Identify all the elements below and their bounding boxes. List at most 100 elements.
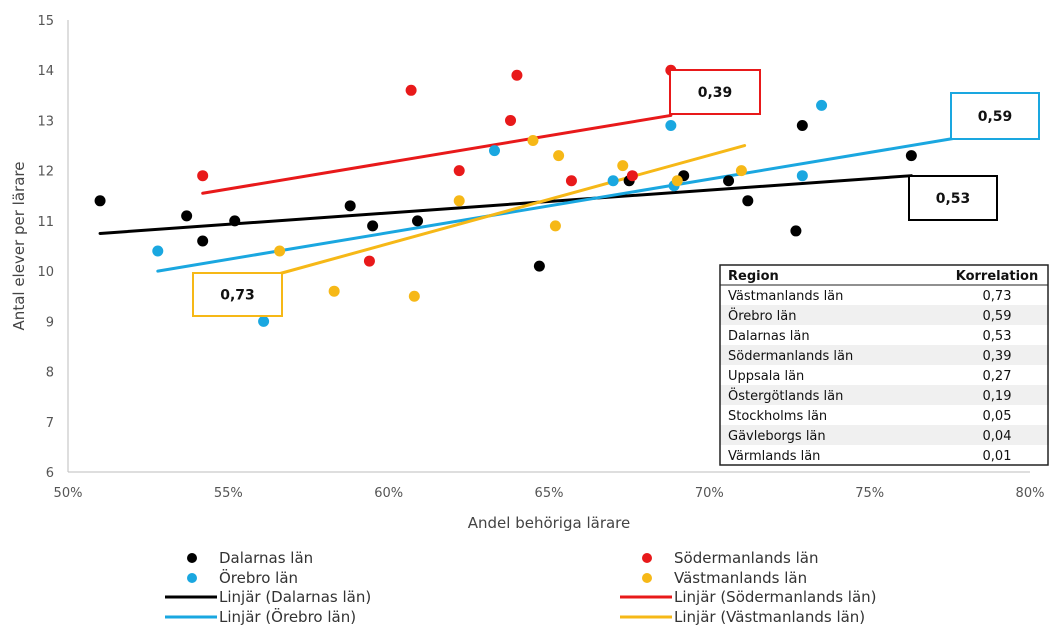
data-point <box>505 114 517 126</box>
data-point <box>533 260 545 272</box>
table-cell-region: Gävleborgs län <box>728 429 826 444</box>
trendline <box>98 174 913 235</box>
data-point <box>258 315 270 327</box>
data-point <box>565 175 577 187</box>
table-header-correlation: Korrelation <box>956 269 1039 284</box>
legend-label: Linjär (Örebro län) <box>219 607 356 626</box>
table-cell-region: Dalarnas län <box>728 329 810 344</box>
trendline <box>156 136 958 273</box>
data-point <box>453 165 465 177</box>
data-point <box>816 99 828 111</box>
data-point <box>274 245 286 257</box>
x-tick-label: 65% <box>535 486 564 501</box>
callout-value: 0,59 <box>978 109 1013 125</box>
legend-label: Dalarnas län <box>219 549 313 567</box>
legend-label: Västmanlands län <box>674 569 807 587</box>
callout-value: 0,53 <box>936 191 971 207</box>
data-point <box>553 150 565 162</box>
data-point <box>181 210 193 222</box>
table-row-stripe <box>720 305 1049 325</box>
legend-label: Södermanlands län <box>674 549 819 567</box>
callout-box <box>908 175 998 221</box>
callout-box <box>950 92 1040 140</box>
data-point <box>617 160 629 172</box>
legend-marker <box>187 553 197 563</box>
data-point <box>344 200 356 212</box>
data-point <box>197 170 209 182</box>
table-header-region: Region <box>728 269 779 284</box>
table-cell-correlation: 0,73 <box>983 289 1012 304</box>
callout-value: 0,39 <box>698 85 733 101</box>
y-tick-label: 15 <box>37 14 54 29</box>
data-point <box>511 69 523 81</box>
x-axis-title: Andel behöriga lärare <box>468 514 631 532</box>
table-cell-correlation: 0,01 <box>983 449 1012 464</box>
data-point <box>405 84 417 96</box>
x-tick-label: 70% <box>695 486 724 501</box>
data-point <box>412 215 424 227</box>
legend-marker <box>642 573 652 583</box>
data-point <box>626 170 638 182</box>
data-point <box>328 285 340 297</box>
data-point <box>527 135 539 147</box>
trendline <box>201 113 673 195</box>
data-point <box>665 119 677 131</box>
callout-value: 0,73 <box>220 288 255 304</box>
table-cell-region: Västmanlands län <box>728 289 843 304</box>
data-point <box>363 255 375 267</box>
table-cell-correlation: 0,53 <box>983 329 1012 344</box>
data-point <box>488 145 500 157</box>
y-tick-label: 9 <box>46 315 54 330</box>
y-tick-label: 11 <box>37 215 54 230</box>
data-point <box>453 195 465 207</box>
legend: Dalarnas län Södermanlands län Örebro län V… <box>165 549 877 626</box>
table-cell-region: Östergötlands län <box>728 387 843 404</box>
x-tick-label: 60% <box>374 486 403 501</box>
data-point <box>197 235 209 247</box>
table-cell-region: Stockholms län <box>728 409 827 424</box>
callout-box <box>192 272 283 317</box>
table-cell-region: Södermanlands län <box>728 349 853 364</box>
data-point <box>408 290 420 302</box>
table-cell-correlation: 0,19 <box>983 389 1012 404</box>
data-point <box>229 215 241 227</box>
y-tick-label: 14 <box>37 64 54 79</box>
legend-label: Örebro län <box>219 568 298 587</box>
correlation-table: Region Korrelation Västmanlands län 0,73 Öre… <box>719 264 1049 466</box>
x-tick-label: 75% <box>855 486 884 501</box>
data-point <box>152 245 164 257</box>
correlation-callouts: 0,39 0,59 0,53 0,73 <box>192 69 1040 317</box>
y-tick-label: 13 <box>37 114 54 129</box>
table-cell-correlation: 0,27 <box>983 369 1012 384</box>
table-cell-correlation: 0,39 <box>983 349 1012 364</box>
data-point <box>723 175 735 187</box>
table-cell-region: Uppsala län <box>728 369 804 384</box>
legend-label: Linjär (Västmanlands län) <box>674 608 865 626</box>
table-row-stripe <box>720 385 1049 405</box>
callout-box <box>669 69 761 115</box>
y-tick-label: 7 <box>46 416 54 431</box>
table-cell-correlation: 0,05 <box>983 409 1012 424</box>
data-point <box>905 150 917 162</box>
y-axis-title: Antal elever per lärare <box>10 162 28 331</box>
table-cell-region: Värmlands län <box>728 449 820 464</box>
data-point <box>367 220 379 232</box>
legend-marker <box>642 553 652 563</box>
table-cell-correlation: 0,04 <box>983 429 1012 444</box>
data-point <box>735 165 747 177</box>
legend-marker <box>187 573 197 583</box>
data-point <box>607 175 619 187</box>
x-tick-label: 80% <box>1016 486 1045 501</box>
data-point <box>742 195 754 207</box>
table-border <box>719 264 1049 466</box>
data-point <box>796 170 808 182</box>
data-point <box>671 175 683 187</box>
legend-label: Linjär (Dalarnas län) <box>219 588 371 606</box>
data-point <box>790 225 802 237</box>
data-point <box>94 195 106 207</box>
x-tick-label: 55% <box>214 486 243 501</box>
x-tick-label: 50% <box>54 486 83 501</box>
table-row-stripe <box>720 425 1049 445</box>
table-cell-correlation: 0,59 <box>983 309 1012 324</box>
y-tick-label: 6 <box>46 466 54 481</box>
